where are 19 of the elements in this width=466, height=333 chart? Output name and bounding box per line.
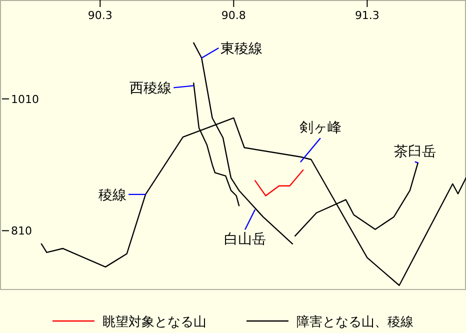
x-tick-label: 90.3: [88, 9, 112, 22]
annotation: 稜線: [98, 187, 146, 204]
legend-label: 眺望対象となる山: [102, 314, 206, 330]
annotation: 東稜線: [201, 41, 263, 59]
annotation: 西稜線: [130, 80, 194, 97]
annotation: 茶臼岳: [394, 144, 436, 160]
y-tick-label: 1010: [11, 92, 39, 106]
annotation: 剣ヶ峰: [299, 120, 342, 163]
y-tick-label: 810: [11, 224, 32, 238]
annotation: 稜線: [98, 187, 127, 204]
annotation: 白山岳: [224, 232, 266, 248]
annotation: 東稜線: [220, 41, 263, 57]
x-tick-label: 90.8: [221, 9, 246, 22]
annotation: 白山岳: [224, 209, 266, 248]
annotation: 茶臼岳: [394, 144, 436, 164]
legend-label: 障害となる山、稜線: [296, 314, 414, 330]
annotation: 剣ヶ峰: [299, 120, 342, 136]
annotation: 西稜線: [130, 80, 172, 97]
x-tick-label: 91.3: [354, 9, 380, 22]
